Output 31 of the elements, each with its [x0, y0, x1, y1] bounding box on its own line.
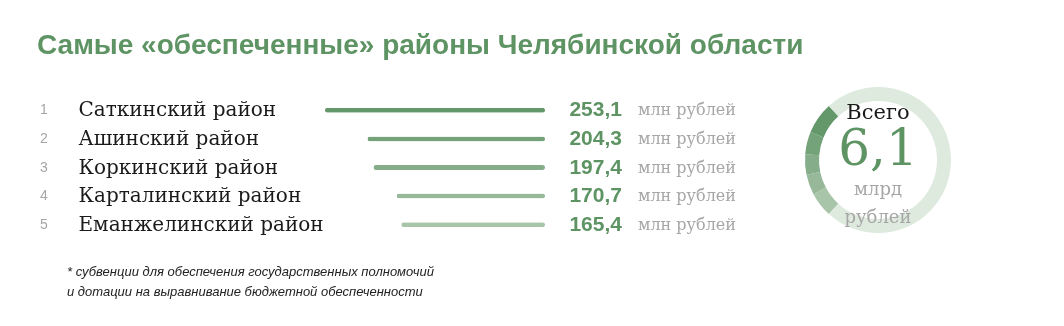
text: 1 [40, 101, 48, 118]
text: млн рублей [638, 186, 736, 206]
data-label: 170,7 [569, 183, 622, 207]
text: 5 [40, 215, 48, 232]
y-tick-label: Ашинский район [78, 125, 260, 150]
donut-slice [805, 132, 824, 156]
data-label: 253,1 [569, 97, 623, 121]
text: млн рублей [638, 128, 736, 148]
text: млрд [853, 178, 903, 199]
text: млн рублей [638, 100, 736, 120]
y-tick-label: Саткинский район [78, 97, 277, 122]
data-label: 165,4 [569, 211, 623, 235]
text: * субвенции для обеспечения государственных полномочий и дотации на выравнивание бюджетной обеспеченности [67, 264, 434, 299]
text: рублей [844, 206, 912, 227]
y-tick-label: Карталинский район [78, 183, 302, 208]
donut-slice [813, 187, 839, 214]
donut-slice [828, 87, 951, 233]
text: 2 [40, 129, 48, 146]
text: 3 [40, 158, 48, 175]
y-tick-label: Коркинский район [78, 154, 279, 179]
donut-slice [805, 154, 821, 175]
donut-slice [806, 171, 826, 195]
donut-slice [810, 106, 839, 138]
text: 4 [40, 187, 48, 204]
data-label: 197,4 [569, 154, 623, 178]
chart-title: Самые «обеспеченные» районы Челябинской области [37, 29, 804, 60]
y-tick-label: Еманжелинский район [78, 211, 324, 236]
text: млн рублей [638, 214, 736, 234]
text: млн рублей [638, 157, 736, 177]
data-label: 204,3 [569, 125, 622, 149]
bar [373, 165, 545, 170]
